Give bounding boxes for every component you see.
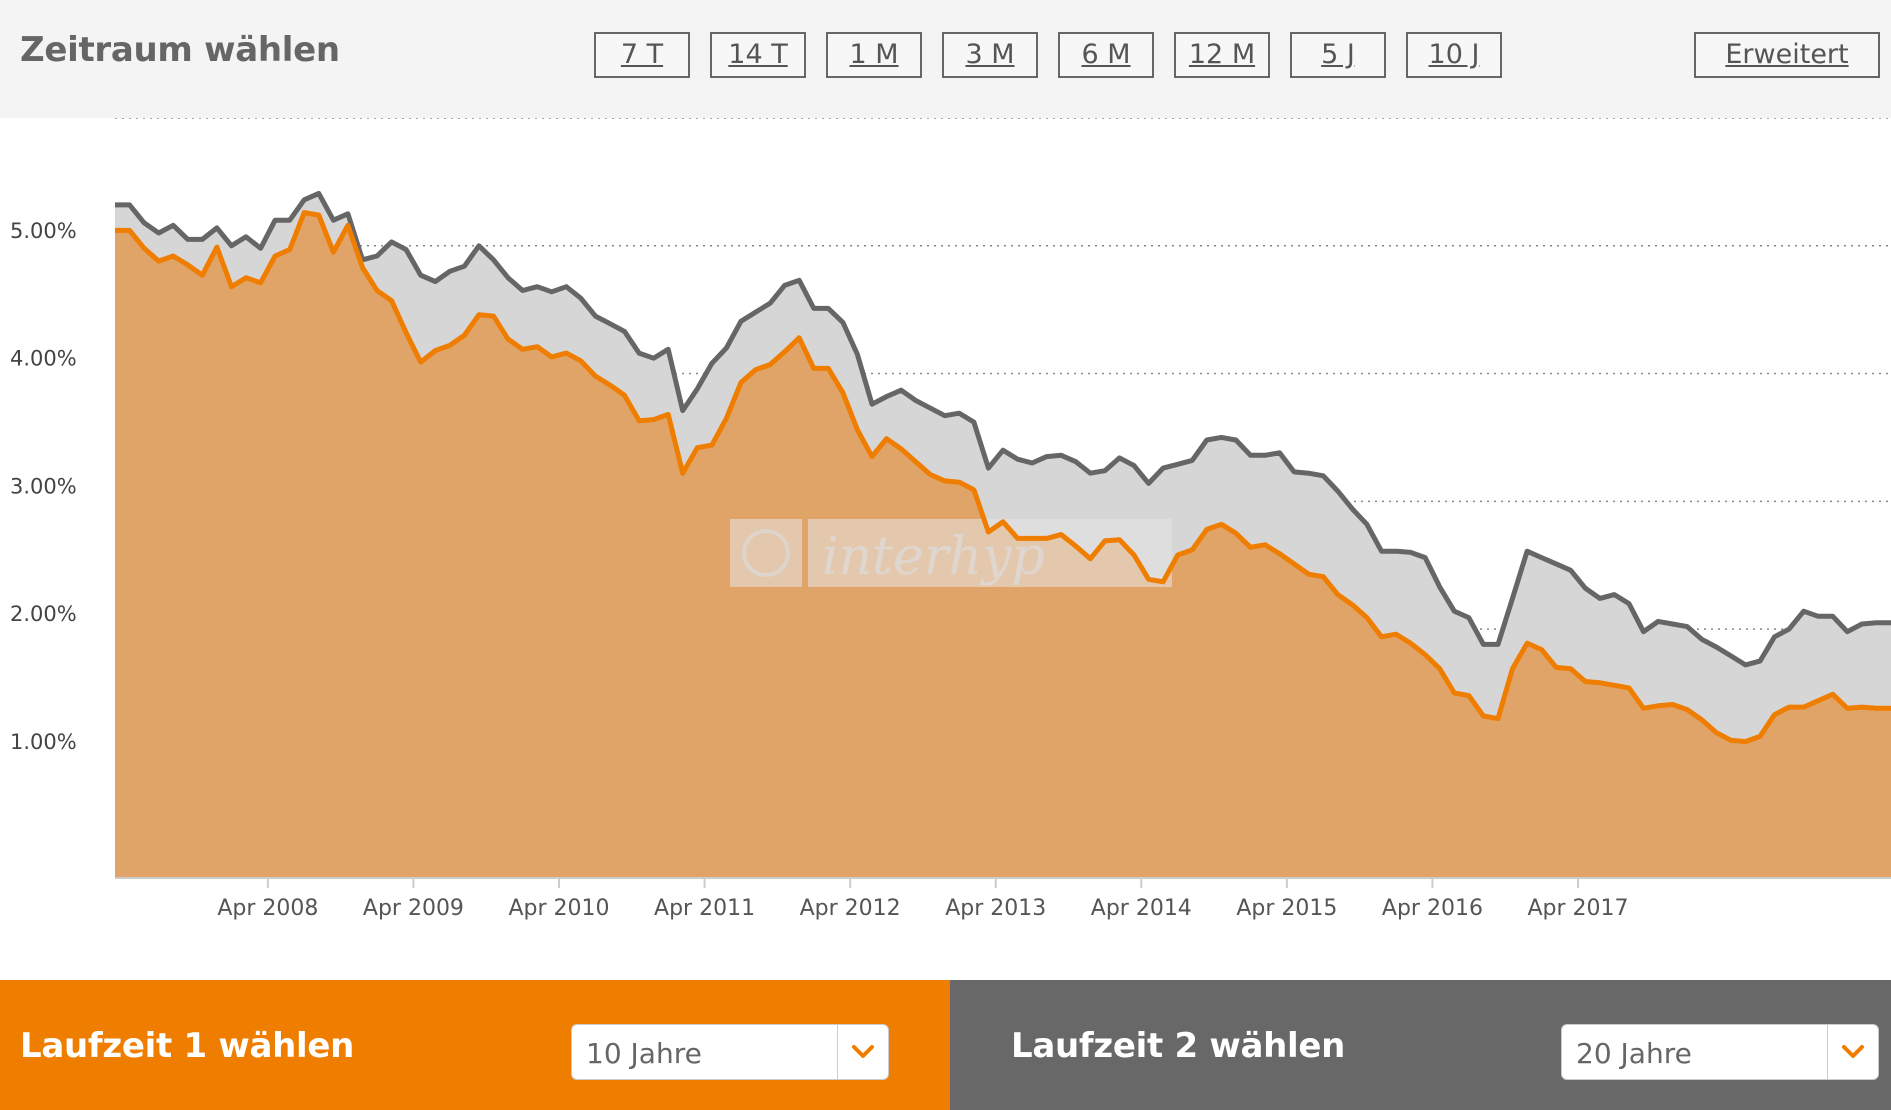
chevron-down-icon-svg: [852, 1045, 874, 1058]
period-selector-title: Zeitraum wählen: [20, 30, 340, 70]
range-button-3m[interactable]: 3 M: [942, 32, 1038, 78]
chevron-down-icon[interactable]: [837, 1025, 888, 1079]
x-tick-label: Apr 2008: [217, 896, 318, 921]
y-tick-label: 1.00%: [10, 730, 77, 754]
x-tick-label: Apr 2010: [508, 896, 609, 921]
series-2-line: [115, 190, 1891, 668]
term-1-select[interactable]: 10 Jahre: [571, 1024, 889, 1080]
term-2-select[interactable]: 20 Jahre: [1561, 1024, 1879, 1080]
series-1-area: [115, 212, 1891, 878]
y-tick-label: 5.00%: [10, 219, 77, 243]
period-selector-bar: Zeitraum wählen 7 T 14 T 1 M 3 M 6 M 12 …: [0, 0, 1891, 118]
range-button-14t[interactable]: 14 T: [710, 32, 806, 78]
range-button-6m[interactable]: 6 M: [1058, 32, 1154, 78]
x-tick-label: Apr 2015: [1236, 896, 1337, 921]
term-2-select-value: 20 Jahre: [1576, 1037, 1692, 1070]
term-2-title: Laufzeit 2 wählen: [1011, 1026, 1346, 1066]
term-1-select-value: 10 Jahre: [586, 1037, 702, 1070]
chart-svg: interhyp Apr 2008 Apr 2009 Apr 2010 Apr 201…: [10, 117, 1891, 921]
y-axis: 1.00% 2.00% 3.00% 4.00% 5.00%: [10, 219, 77, 754]
x-tick-label: Apr 2009: [363, 896, 464, 921]
chevron-down-icon[interactable]: [1827, 1025, 1878, 1079]
x-tick-label: Apr 2012: [800, 896, 901, 921]
y-tick-label: 3.00%: [10, 474, 77, 498]
x-tick-label: Apr 2011: [654, 896, 755, 921]
term-2-panel: Laufzeit 2 wählen 20 Jahre: [950, 980, 1891, 1110]
x-tick-label: Apr 2014: [1091, 896, 1192, 921]
chevron-down-icon-svg: [1842, 1045, 1864, 1058]
range-button-7t[interactable]: 7 T: [594, 32, 690, 78]
term-1-title: Laufzeit 1 wählen: [20, 1026, 355, 1066]
range-button-1m[interactable]: 1 M: [826, 32, 922, 78]
x-tick-label: Apr 2016: [1382, 896, 1483, 921]
x-tick-label: Apr 2017: [1527, 896, 1628, 921]
y-tick-label: 4.00%: [10, 347, 77, 371]
range-button-12m[interactable]: 12 M: [1174, 32, 1270, 78]
advanced-button[interactable]: Erweitert: [1694, 32, 1880, 78]
x-axis: Apr 2008 Apr 2009 Apr 2010 Apr 2011 Apr 2012…: [115, 877, 1891, 921]
x-tick-label: Apr 2013: [945, 896, 1046, 921]
term-1-panel: Laufzeit 1 wählen 10 Jahre: [0, 980, 950, 1110]
interest-rate-chart: interhyp Apr 2008 Apr 2009 Apr 2010 Apr 201…: [0, 117, 1891, 980]
series-1-line: [115, 210, 1891, 745]
range-button-5j[interactable]: 5 J: [1290, 32, 1386, 78]
range-button-10j[interactable]: 10 J: [1406, 32, 1502, 78]
chart-lines: [115, 190, 1891, 745]
y-tick-label: 2.00%: [10, 602, 77, 626]
